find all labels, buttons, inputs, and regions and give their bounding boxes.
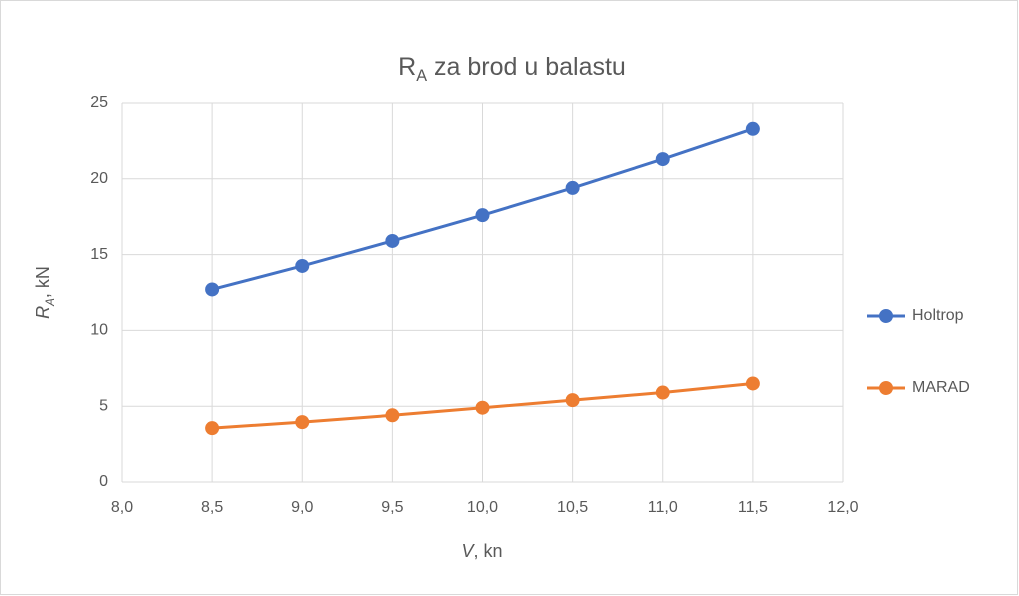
legend-label: Holtrop xyxy=(912,307,964,324)
data-point xyxy=(655,152,670,167)
x-tick-label: 9,5 xyxy=(381,499,403,516)
chart-title: RA za brod u balastu xyxy=(398,53,626,86)
y-tick-label: 20 xyxy=(90,170,108,187)
chart-title-base: R xyxy=(398,53,416,81)
x-axis-label-base: V xyxy=(461,541,475,561)
data-point xyxy=(385,408,400,423)
data-point xyxy=(565,180,580,195)
legend-marker xyxy=(879,381,893,395)
data-point xyxy=(745,376,760,391)
legend-marker xyxy=(879,309,893,323)
x-tick-label: 8,5 xyxy=(201,499,223,516)
data-point xyxy=(745,121,760,136)
x-tick-label: 10,0 xyxy=(467,499,498,516)
data-point xyxy=(565,393,580,408)
y-tick-label: 0 xyxy=(99,473,108,490)
data-point xyxy=(385,233,400,248)
y-tick-label: 25 xyxy=(90,94,108,111)
y-tick-label: 10 xyxy=(90,322,108,339)
legend-label: MARAD xyxy=(912,379,970,396)
data-point xyxy=(475,400,490,415)
x-tick-label: 11,5 xyxy=(738,499,768,516)
x-tick-label: 10,5 xyxy=(557,499,588,516)
x-axis-label: V, kn xyxy=(461,541,502,561)
chart-title-sub: A xyxy=(416,67,427,85)
y-axis-label-sub: A xyxy=(44,298,57,307)
x-tick-label: 11,0 xyxy=(648,499,678,516)
data-point xyxy=(655,385,670,400)
y-axis-label-text: , kN xyxy=(33,266,53,298)
data-point xyxy=(475,208,490,223)
y-tick-label: 5 xyxy=(99,397,108,414)
chart-title-text: za brod u balastu xyxy=(427,53,626,81)
y-tick-label: 15 xyxy=(90,246,108,263)
x-tick-label: 8,0 xyxy=(111,499,133,516)
y-axis-label-base: R xyxy=(33,306,53,319)
x-tick-label: 9,0 xyxy=(291,499,313,516)
x-tick-label: 12,0 xyxy=(827,499,858,516)
data-point xyxy=(205,282,220,297)
data-point xyxy=(205,421,220,436)
x-axis-label-text: , kn xyxy=(474,541,503,561)
data-point xyxy=(295,415,310,430)
y-axis-label: RA, kN xyxy=(33,266,57,319)
data-point xyxy=(295,258,310,273)
